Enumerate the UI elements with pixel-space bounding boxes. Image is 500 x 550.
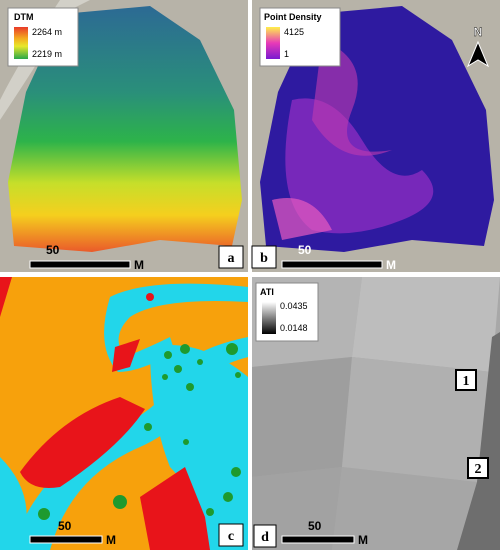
panel-label: c [228, 529, 234, 544]
legend-swatch [262, 302, 276, 334]
tree [183, 439, 189, 445]
legend-title: DTM [14, 12, 34, 22]
tree [223, 492, 233, 502]
panel-label-box [251, 245, 277, 269]
panel-label-box [218, 245, 244, 269]
tree-group [38, 343, 241, 520]
scale-bar [281, 260, 383, 269]
scale-distance: 50 [298, 243, 312, 257]
legend-swatch [14, 27, 28, 59]
panel-label: b [260, 251, 268, 266]
tree [174, 365, 182, 373]
panel-label: a [228, 251, 235, 266]
tree [235, 372, 241, 378]
ati-cell [352, 277, 500, 372]
red-class [20, 397, 145, 488]
panel-label: d [261, 530, 269, 545]
red-class [146, 293, 154, 301]
dtm-surface [8, 6, 242, 252]
tree [197, 359, 203, 365]
panel-label-box [218, 523, 244, 547]
panel-c: 50 M c [0, 277, 248, 550]
scale-distance: 50 [46, 243, 60, 257]
scale-unit: M [106, 533, 116, 547]
marker-box [455, 369, 477, 391]
scale-bar [281, 535, 355, 544]
legend-title: ATI [260, 287, 274, 297]
ati-cell [342, 357, 492, 482]
scale-unit: M [134, 258, 144, 272]
tree [113, 495, 127, 509]
marker-label: 2 [475, 462, 482, 477]
tree [231, 467, 241, 477]
legend-title: Point Density [264, 12, 322, 22]
density-area [272, 198, 332, 240]
water-class [104, 283, 248, 372]
red-class [140, 467, 210, 550]
marker-box [467, 457, 489, 479]
tree [180, 344, 190, 354]
legend-max: 0.0435 [280, 301, 308, 311]
tree [164, 351, 172, 359]
scale-distance: 50 [58, 519, 72, 533]
scale-unit: M [358, 533, 368, 547]
legend-min: 2219 m [32, 49, 62, 59]
marker-label: 1 [463, 374, 470, 389]
north-arrow [466, 40, 490, 68]
ati-cell [252, 357, 352, 477]
legend-min: 1 [284, 49, 289, 59]
panel-d: ATI 0.0435 0.0148 1 2 50 M d [252, 277, 500, 550]
ati-cell [457, 332, 500, 550]
scale-bar [29, 535, 103, 544]
ati-cell [332, 467, 477, 550]
red-class [0, 277, 12, 317]
scale-distance: 50 [308, 519, 322, 533]
panel-label-box [253, 524, 277, 548]
tree [206, 508, 214, 516]
legend-max: 2264 m [32, 27, 62, 37]
density-area [312, 40, 392, 156]
legend-min: 0.0148 [280, 323, 308, 333]
panel-b: Point Density 4125 1 N 50 M b [251, 0, 500, 272]
tree [144, 423, 152, 431]
panel-a: DTM 2264 m 2219 m 50 M a [0, 0, 248, 272]
legend-max: 4125 [284, 27, 304, 37]
tree [162, 374, 168, 380]
water-class [0, 457, 27, 550]
tree [38, 508, 50, 520]
scale-bar [29, 260, 131, 269]
legend-swatch [266, 27, 280, 59]
red-class [112, 339, 140, 372]
tree [226, 343, 238, 355]
north-label: N [474, 25, 483, 39]
tree [186, 383, 194, 391]
scale-unit: M [386, 258, 396, 272]
